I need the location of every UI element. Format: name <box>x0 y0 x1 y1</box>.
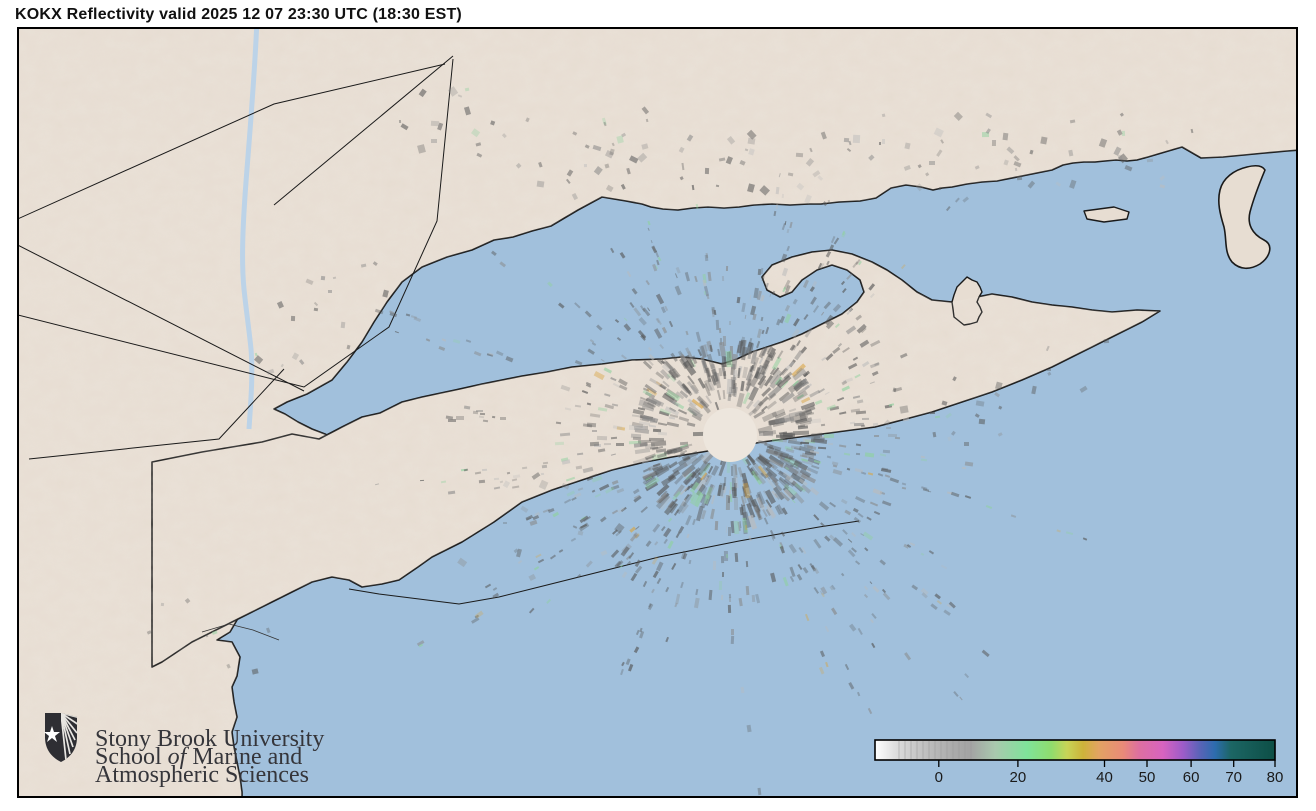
svg-text:0: 0 <box>935 769 943 786</box>
svg-text:50: 50 <box>1139 769 1156 786</box>
svg-text:40: 40 <box>1096 769 1113 786</box>
svg-text:Atmospheric Sciences: Atmospheric Sciences <box>95 762 309 788</box>
svg-text:20: 20 <box>1010 769 1027 786</box>
svg-text:60: 60 <box>1183 769 1200 786</box>
svg-text:70: 70 <box>1225 769 1242 786</box>
svg-text:80: 80 <box>1267 769 1284 786</box>
